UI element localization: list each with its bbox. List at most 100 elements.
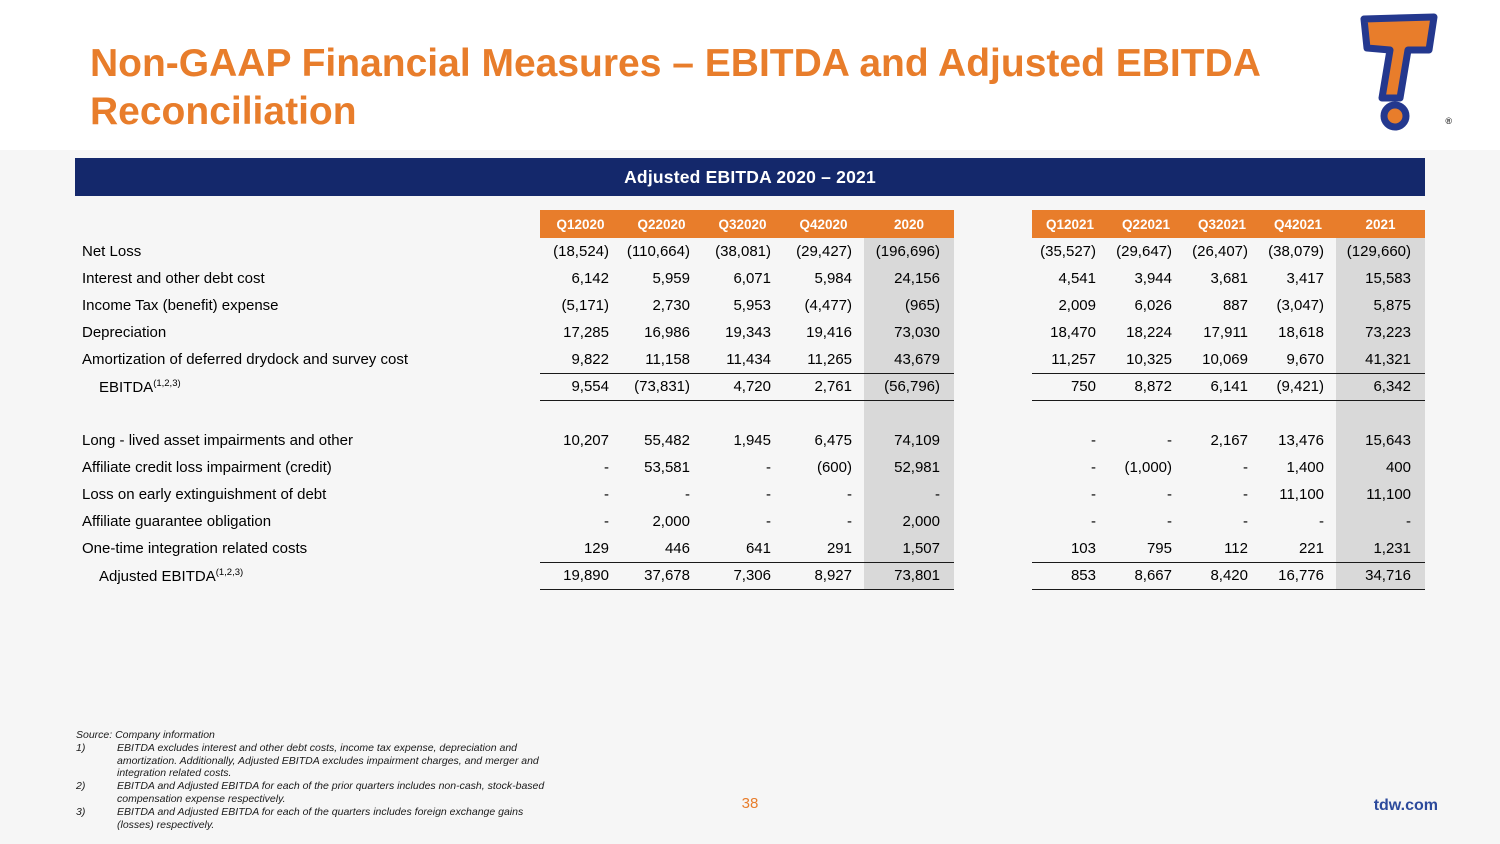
- column-header-2020: 2020: [864, 210, 954, 238]
- value-cell: 4,720: [702, 373, 783, 401]
- value-cell: 6,142: [571, 270, 609, 287]
- row-label: One-time integration related costs: [82, 540, 308, 557]
- table-row: EBITDA(1,2,3) 9,554 (73,831) 4,720 2,761 (56,…: [75, 373, 1425, 401]
- row-gap: [954, 454, 1032, 481]
- value-cell: 11,265: [783, 346, 864, 374]
- column-header-q32021: Q32021: [1184, 210, 1260, 238]
- row-gap: [954, 319, 1032, 346]
- spacer-row: [75, 400, 1425, 427]
- value-cell: (3,047): [1276, 297, 1324, 314]
- content-background: [0, 150, 1500, 844]
- value-cell: 4,541: [1058, 270, 1096, 287]
- table-row: Depreciation 17,285 16,986 19,343 19,416 73,0…: [75, 319, 1425, 346]
- row-gap: [954, 535, 1032, 562]
- row-gap: [954, 562, 1032, 589]
- value-cell: 19,343: [725, 324, 771, 341]
- value-cell: 16,986: [644, 324, 690, 341]
- row-label: Interest and other debt cost: [82, 270, 265, 287]
- column-header-q12021: Q12021: [1032, 210, 1108, 238]
- value-cell: 19,890: [540, 562, 621, 590]
- row-gap: [954, 427, 1032, 454]
- value-cell: 18,224: [1126, 324, 1172, 341]
- footnote-number: 3): [76, 805, 86, 818]
- value-cell: -: [1091, 513, 1096, 530]
- value-cell: -: [1091, 486, 1096, 503]
- value-cell: (38,081): [715, 243, 771, 260]
- column-header-q32020: Q32020: [702, 210, 783, 238]
- column-header-q12020: Q12020: [540, 210, 621, 238]
- value-cell: 2,000: [652, 513, 690, 530]
- total-cell: 1,507: [864, 535, 954, 563]
- registered-trademark: ®: [1445, 116, 1452, 126]
- value-cell: (29,647): [1116, 243, 1172, 260]
- value-cell: 13,476: [1278, 432, 1324, 449]
- value-cell: -: [1167, 513, 1172, 530]
- table-row: Amortization of deferred drydock and sur…: [75, 346, 1425, 374]
- value-cell: 11,257: [1032, 346, 1108, 374]
- row-gap: [954, 238, 1032, 265]
- value-cell: 6,141: [1184, 373, 1260, 401]
- table-row: Affiliate credit loss impairment (credit…: [75, 454, 1425, 481]
- value-cell: (5,171): [561, 297, 609, 314]
- value-cell: -: [766, 459, 771, 476]
- value-cell: 9,822: [540, 346, 621, 374]
- total-cell: 24,156: [864, 265, 954, 292]
- total-cell: 15,583: [1336, 265, 1425, 292]
- value-cell: 1,945: [733, 432, 771, 449]
- footnote-number: 1): [76, 741, 86, 754]
- value-cell: 10,069: [1184, 346, 1260, 374]
- row-label: Income Tax (benefit) expense: [82, 297, 279, 314]
- value-cell: -: [1091, 459, 1096, 476]
- value-cell: 103: [1032, 535, 1108, 563]
- row-label: Amortization of deferred drydock and sur…: [82, 351, 408, 368]
- column-header-q22020: Q22020: [621, 210, 702, 238]
- total-cell: 74,109: [864, 427, 954, 454]
- row-label: EBITDA(1,2,3): [99, 377, 181, 396]
- value-cell: -: [604, 459, 609, 476]
- reconciliation-table: Q12020 Q22020 Q32020 Q42020 2020 Q12021 Q22021…: [75, 210, 1425, 590]
- value-cell: 6,071: [733, 270, 771, 287]
- row-label: Affiliate credit loss impairment (credit…: [82, 459, 332, 476]
- value-cell: 5,984: [814, 270, 852, 287]
- value-cell: 129: [540, 535, 621, 563]
- value-cell: [1032, 400, 1108, 427]
- total-cell: -: [1336, 508, 1425, 535]
- row-gap: [954, 400, 1032, 427]
- value-cell: 53,581: [644, 459, 690, 476]
- total-cell: 41,321: [1336, 346, 1425, 374]
- value-cell: -: [1243, 513, 1248, 530]
- column-header-2021: 2021: [1336, 210, 1425, 238]
- row-label: Net Loss: [82, 243, 142, 260]
- total-cell: 73,030: [864, 319, 954, 346]
- row-label: [75, 400, 540, 427]
- total-cell: (196,696): [864, 238, 954, 265]
- value-cell: -: [1167, 486, 1172, 503]
- value-cell: 9,670: [1260, 346, 1336, 374]
- table-row: Net Loss (18,524) (110,664) (38,081) (29,427…: [75, 238, 1425, 265]
- value-cell: 291: [783, 535, 864, 563]
- value-cell: 18,618: [1278, 324, 1324, 341]
- value-cell: 55,482: [644, 432, 690, 449]
- row-label: Long - lived asset impairments and other: [82, 432, 353, 449]
- value-cell: (29,427): [796, 243, 852, 260]
- value-cell: 10,325: [1108, 346, 1184, 374]
- value-cell: 19,416: [806, 324, 852, 341]
- value-cell: 17,285: [563, 324, 609, 341]
- value-cell: 887: [1222, 297, 1248, 314]
- row-label: Adjusted EBITDA(1,2,3): [99, 566, 244, 585]
- value-cell: (18,524): [553, 243, 609, 260]
- table-row: Income Tax (benefit) expense (5,171) 2,730…: [75, 292, 1425, 319]
- value-cell: 18,470: [1050, 324, 1096, 341]
- value-cell: 7,306: [702, 562, 783, 590]
- row-label: Depreciation: [82, 324, 167, 341]
- value-cell: [702, 400, 783, 427]
- footnote-source: Source: Company information: [76, 729, 215, 741]
- site-link[interactable]: tdw.com: [1373, 797, 1438, 814]
- table-row: Adjusted EBITDA(1,2,3) 19,890 37,678 7,306 8…: [75, 562, 1425, 590]
- value-cell: [1184, 400, 1260, 427]
- total-cell: (56,796): [864, 373, 954, 401]
- total-cell: (965): [864, 292, 954, 319]
- value-cell: -: [847, 486, 852, 503]
- value-cell: [1108, 400, 1184, 427]
